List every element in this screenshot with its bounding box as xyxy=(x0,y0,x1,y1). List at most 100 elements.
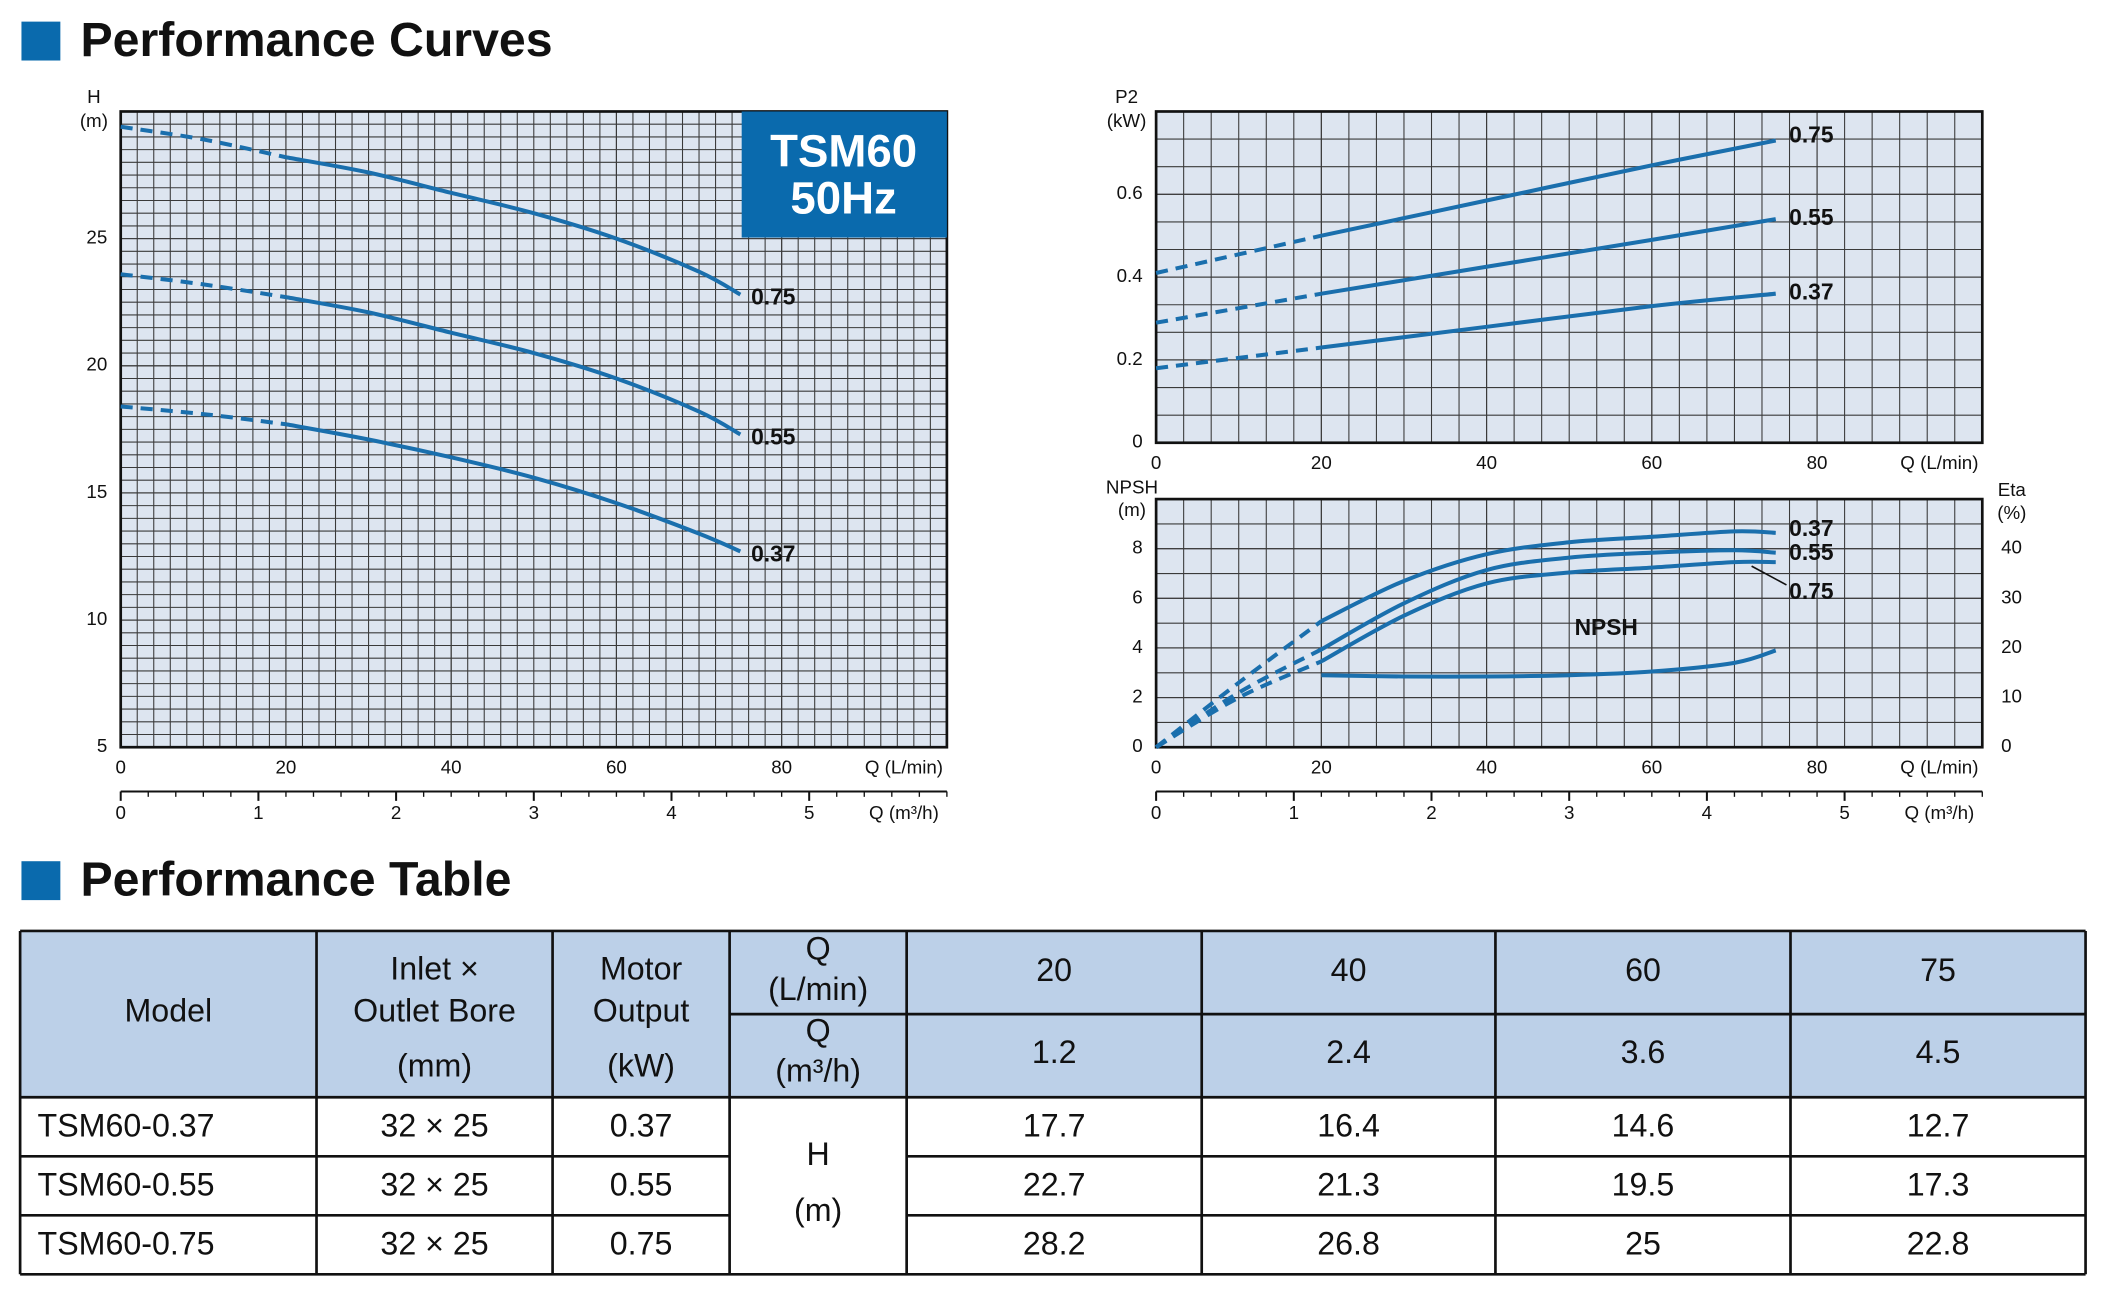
x-tick-label: 20 xyxy=(276,757,297,778)
table-cell-text: 12.7 xyxy=(1907,1108,1970,1144)
table-cell-text: Q xyxy=(806,931,831,967)
y-axis-label: (m) xyxy=(1118,499,1146,520)
y-axis-label: (m) xyxy=(80,110,108,131)
x-tick-label: 60 xyxy=(1641,757,1662,778)
y2-axis-label: (%) xyxy=(1997,502,2026,523)
table-cell-text: 32 × 25 xyxy=(380,1167,488,1203)
table-cell-text: TSM60-0.75 xyxy=(38,1226,215,1262)
y-tick-label: 20 xyxy=(86,354,107,375)
x-tick-label: 20 xyxy=(1311,757,1332,778)
series-line xyxy=(1320,559,1776,664)
table-cell-text: TSM60-0.37 xyxy=(38,1108,215,1144)
table-cell-text: 32 × 25 xyxy=(380,1108,488,1144)
y2-tick-label: 10 xyxy=(2001,686,2022,707)
x2-tick-label: 2 xyxy=(1426,802,1436,823)
x-tick-label: 80 xyxy=(1807,757,1828,778)
table-cell-text: 2.4 xyxy=(1326,1034,1371,1070)
x-tick-label: 0 xyxy=(1151,757,1161,778)
series-label: 0.75 xyxy=(1789,121,1834,147)
x-axis-label: Q (L/min) xyxy=(865,757,943,778)
table-cell-text: Output xyxy=(593,992,690,1028)
y-tick-label: 25 xyxy=(86,227,107,248)
y-tick-label: 5 xyxy=(97,735,107,756)
series-line xyxy=(285,422,742,554)
x-tick-label: 0 xyxy=(115,757,125,778)
x2-tick-label: 4 xyxy=(666,802,676,823)
y-tick-label: 15 xyxy=(86,481,107,502)
series-line-dashed xyxy=(120,404,287,427)
y-tick-label: 0 xyxy=(1132,431,1142,452)
table-cell-text: 60 xyxy=(1625,952,1661,988)
table-cell-text: Inlet × xyxy=(390,951,479,987)
table-cell-text: Q xyxy=(806,1012,831,1048)
y-tick-label: 0.6 xyxy=(1117,182,1143,203)
table-cell-text: 22.8 xyxy=(1907,1226,1970,1262)
series-line xyxy=(285,155,742,297)
series-line xyxy=(1321,291,1776,350)
y-tick-label: 0 xyxy=(1132,735,1142,756)
y-axis-label: (kW) xyxy=(1107,110,1147,131)
series-label: 0.75 xyxy=(1789,578,1834,604)
table-cell-text: (L/min) xyxy=(768,971,868,1007)
x2-tick-label: 5 xyxy=(804,802,814,823)
table-cell-text: 16.4 xyxy=(1317,1108,1380,1144)
x-tick-label: 0 xyxy=(1151,452,1161,473)
badge-text: TSM60 xyxy=(770,125,917,176)
series-label: 0.75 xyxy=(751,284,796,310)
x-tick-label: 40 xyxy=(441,757,462,778)
y-tick-label: 0.2 xyxy=(1117,348,1143,369)
y-tick-label: 2 xyxy=(1132,686,1142,707)
x2-tick-label: 3 xyxy=(1564,802,1574,823)
series-line xyxy=(1320,529,1776,623)
x-tick-label: 40 xyxy=(1476,452,1497,473)
y-axis-label: P2 xyxy=(1115,86,1138,107)
heading: Performance Curves xyxy=(80,13,552,67)
x-tick-label: 80 xyxy=(771,757,792,778)
leader-line xyxy=(1751,565,1787,586)
table-cell-text: (mm) xyxy=(397,1047,472,1083)
table-cell-text: 25 xyxy=(1625,1226,1661,1262)
series-label: 0.55 xyxy=(1789,539,1834,565)
x2-tick-label: 0 xyxy=(115,802,125,823)
table-cell-text: 26.8 xyxy=(1317,1226,1380,1262)
x-tick-label: 40 xyxy=(1476,757,1497,778)
table-cell-text: Model xyxy=(125,992,213,1028)
series-label: NPSH xyxy=(1575,614,1638,640)
series-label: 0.37 xyxy=(1789,279,1833,305)
y2-tick-label: 20 xyxy=(2001,636,2022,657)
y2-axis-label: Eta xyxy=(1998,479,2027,500)
series-line-dashed xyxy=(120,124,287,160)
y2-tick-label: 0 xyxy=(2001,735,2011,756)
series-line-dashed xyxy=(1155,345,1322,371)
table-cell-text: 75 xyxy=(1920,952,1956,988)
series-line-dashed xyxy=(1155,659,1323,749)
x2-axis-label: Q (m³/h) xyxy=(1904,802,1974,823)
y-axis-label: H xyxy=(87,86,101,107)
table-cell-text: 14.6 xyxy=(1612,1108,1675,1144)
y-tick-label: 8 xyxy=(1132,537,1142,558)
x-axis-label: Q (L/min) xyxy=(1900,757,1978,778)
series-line-dashed xyxy=(1155,291,1322,325)
heading: Performance Table xyxy=(80,852,511,906)
series-label: 0.37 xyxy=(751,540,795,566)
series-line xyxy=(1321,648,1777,679)
table-cell-text: Motor xyxy=(600,951,683,987)
table-cell-text: 20 xyxy=(1036,952,1072,988)
x-tick-label: 20 xyxy=(1311,452,1332,473)
x-tick-label: 80 xyxy=(1807,452,1828,473)
y2-tick-label: 30 xyxy=(2001,586,2022,607)
table-cell-text: 28.2 xyxy=(1023,1226,1086,1262)
table-cell-text: 19.5 xyxy=(1612,1167,1675,1203)
series-label: 0.55 xyxy=(1789,204,1834,230)
x2-tick-label: 5 xyxy=(1839,802,1849,823)
y-tick-label: 4 xyxy=(1132,636,1142,657)
table-cell-text: 32 × 25 xyxy=(380,1226,488,1262)
table-cell-text: Outlet Bore xyxy=(353,992,516,1028)
table-cell-text: 4.5 xyxy=(1916,1034,1961,1070)
badge-text: 50Hz xyxy=(790,172,896,223)
table-cell-text: 21.3 xyxy=(1317,1167,1380,1203)
y-axis-label: NPSH xyxy=(1106,476,1158,497)
table-cell-text: 1.2 xyxy=(1032,1034,1077,1070)
